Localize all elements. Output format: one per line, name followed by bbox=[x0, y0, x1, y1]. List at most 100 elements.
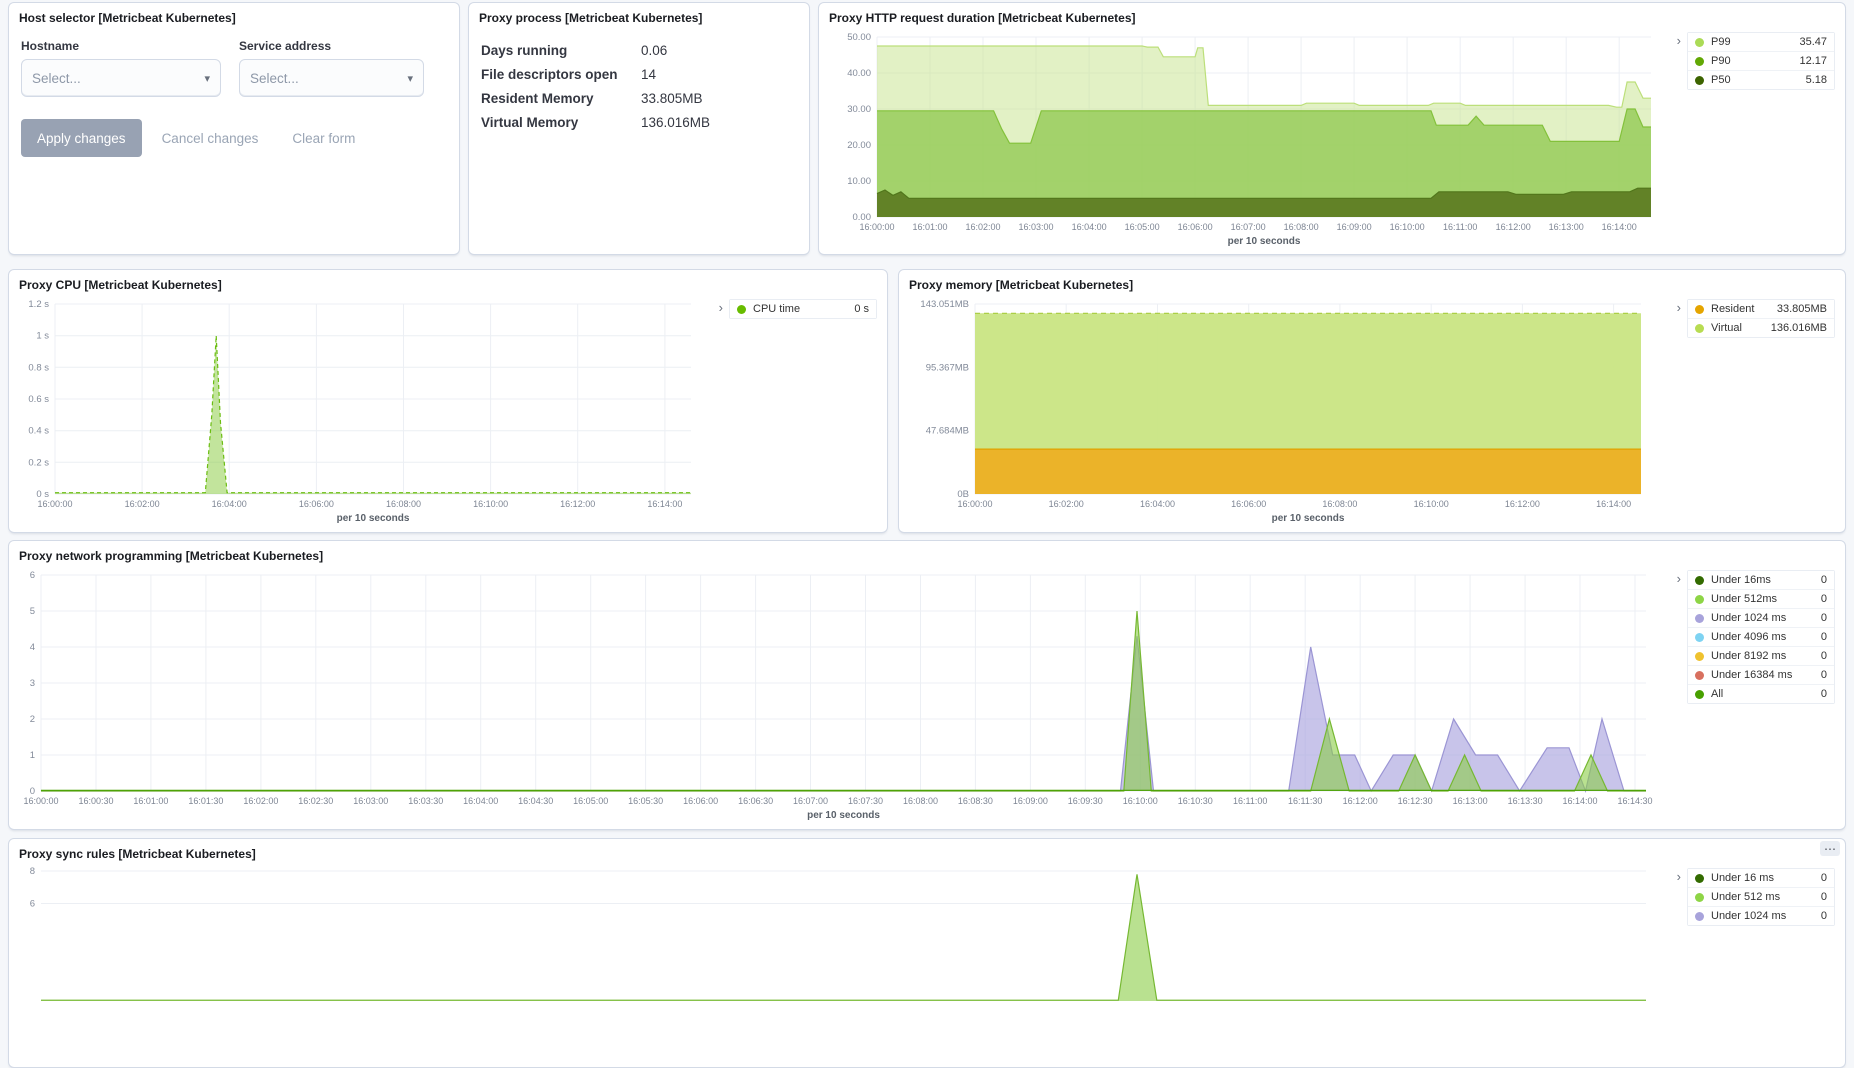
metric-label: File descriptors open bbox=[481, 67, 618, 82]
svg-text:3: 3 bbox=[30, 678, 35, 689]
hostname-select[interactable]: Select... ▾ bbox=[21, 59, 221, 97]
svg-text:16:06:00: 16:06:00 bbox=[299, 499, 334, 509]
chevron-down-icon: ▾ bbox=[204, 72, 210, 85]
legend-item[interactable]: Under 1024 ms 0 bbox=[1688, 906, 1834, 925]
svg-text:6: 6 bbox=[30, 570, 35, 581]
series-color-dot bbox=[1695, 670, 1704, 680]
legend-item[interactable]: Under 8192 ms 0 bbox=[1688, 646, 1834, 665]
chart-legend: Under 16ms 0 Under 512ms 0 Under 1024 ms 0 Und… bbox=[1687, 570, 1835, 704]
svg-text:16:06:00: 16:06:00 bbox=[683, 796, 718, 806]
legend-item[interactable]: Under 512 ms 0 bbox=[1688, 887, 1834, 906]
legend-item[interactable]: P50 5.18 bbox=[1688, 70, 1834, 89]
legend-toggle-icon[interactable]: › bbox=[1676, 571, 1681, 586]
svg-text:6: 6 bbox=[30, 899, 35, 910]
svg-text:16:01:00: 16:01:00 bbox=[133, 796, 168, 806]
legend-value: 0 bbox=[1820, 688, 1827, 700]
legend-item[interactable]: Under 512ms 0 bbox=[1688, 589, 1834, 608]
svg-text:16:06:00: 16:06:00 bbox=[1178, 222, 1213, 232]
svg-text:16:02:00: 16:02:00 bbox=[1049, 499, 1084, 509]
svg-text:16:05:30: 16:05:30 bbox=[628, 796, 663, 806]
svg-text:16:09:00: 16:09:00 bbox=[1013, 796, 1048, 806]
legend-item[interactable]: All 0 bbox=[1688, 684, 1834, 703]
svg-text:16:01:00: 16:01:00 bbox=[912, 222, 947, 232]
legend-value: 12.17 bbox=[1799, 55, 1827, 67]
svg-text:16:10:00: 16:10:00 bbox=[1414, 499, 1449, 509]
svg-text:16:07:30: 16:07:30 bbox=[848, 796, 883, 806]
legend-toggle-icon[interactable]: › bbox=[1676, 869, 1681, 884]
panel-proxy-cpu: Proxy CPU [Metricbeat Kubernetes] 0 s 0.2… bbox=[8, 269, 888, 533]
service-address-select[interactable]: Select... ▾ bbox=[239, 59, 424, 97]
panel-title: Proxy network programming [Metricbeat Ku… bbox=[19, 549, 324, 563]
legend-toggle-icon[interactable]: › bbox=[1676, 33, 1681, 48]
svg-text:16:05:00: 16:05:00 bbox=[1125, 222, 1160, 232]
legend-label: P99 bbox=[1711, 36, 1731, 48]
legend-item[interactable]: Under 16ms 0 bbox=[1688, 571, 1834, 589]
legend-item[interactable]: Resident 33.805MB bbox=[1688, 300, 1834, 318]
svg-text:16:08:30: 16:08:30 bbox=[958, 796, 993, 806]
legend-item[interactable]: CPU time 0 s bbox=[730, 300, 876, 318]
legend-item[interactable]: Under 4096 ms 0 bbox=[1688, 627, 1834, 646]
legend-value: 0 bbox=[1820, 669, 1827, 681]
legend-label: Under 16 ms bbox=[1711, 872, 1774, 884]
svg-text:16:02:00: 16:02:00 bbox=[965, 222, 1000, 232]
sync-rules-chart[interactable]: 86 bbox=[15, 865, 1660, 1025]
legend-label: Under 1024 ms bbox=[1711, 612, 1787, 624]
panel-proxy-sync-rules: ⋯ Proxy sync rules [Metricbeat Kubernete… bbox=[8, 838, 1846, 1068]
svg-text:16:10:00: 16:10:00 bbox=[1390, 222, 1425, 232]
svg-text:1: 1 bbox=[30, 750, 35, 761]
panel-options-button[interactable]: ⋯ bbox=[1820, 841, 1840, 856]
svg-text:16:03:00: 16:03:00 bbox=[353, 796, 388, 806]
legend-item[interactable]: Under 16384 ms 0 bbox=[1688, 665, 1834, 684]
series-color-dot bbox=[1695, 873, 1704, 883]
network-programming-chart[interactable]: 0 1 2 3 4 5 6 16:00:00 16:00:30 16:01:00 16:01:30 1… bbox=[15, 567, 1660, 825]
http-duration-chart[interactable]: 0.00 10.00 20.00 30.00 40.00 50.00 16:00:00 16:… bbox=[825, 29, 1665, 251]
metric-value: 14 bbox=[641, 67, 657, 82]
panel-proxy-http-duration: Proxy HTTP request duration [Metricbeat … bbox=[818, 2, 1846, 255]
svg-text:16:07:00: 16:07:00 bbox=[793, 796, 828, 806]
legend-toggle-icon[interactable]: › bbox=[1676, 300, 1681, 315]
legend-toggle-icon[interactable]: › bbox=[718, 300, 723, 315]
svg-text:16:05:00: 16:05:00 bbox=[573, 796, 608, 806]
svg-text:16:11:00: 16:11:00 bbox=[1233, 796, 1267, 806]
memory-chart[interactable]: 0B 47.684MB 95.367MB 143.051MB 16:00:00 16:02… bbox=[905, 296, 1655, 528]
svg-text:50.00: 50.00 bbox=[847, 32, 871, 43]
apply-changes-button[interactable]: Apply changes bbox=[21, 119, 142, 157]
svg-text:16:00:30: 16:00:30 bbox=[78, 796, 113, 806]
legend-item[interactable]: P90 12.17 bbox=[1688, 51, 1834, 70]
metric-value: 0.06 bbox=[641, 43, 668, 58]
series-color-dot bbox=[1695, 37, 1704, 47]
legend-label: P50 bbox=[1711, 74, 1731, 86]
series-color-dot bbox=[1695, 575, 1704, 585]
series-color-dot bbox=[1695, 594, 1704, 604]
svg-text:143.051MB: 143.051MB bbox=[920, 299, 969, 310]
legend-value: 0 bbox=[1820, 574, 1827, 586]
legend-value: 35.47 bbox=[1799, 36, 1827, 48]
svg-text:16:12:30: 16:12:30 bbox=[1398, 796, 1433, 806]
svg-text:16:03:00: 16:03:00 bbox=[1018, 222, 1053, 232]
panel-proxy-network-programming: Proxy network programming [Metricbeat Ku… bbox=[8, 540, 1846, 830]
svg-text:16:14:00: 16:14:00 bbox=[647, 499, 682, 509]
legend-value: 5.18 bbox=[1805, 74, 1827, 86]
svg-text:16:11:30: 16:11:30 bbox=[1288, 796, 1322, 806]
svg-text:0: 0 bbox=[30, 786, 35, 797]
svg-text:16:12:00: 16:12:00 bbox=[560, 499, 595, 509]
clear-form-button[interactable]: Clear form bbox=[278, 119, 369, 157]
svg-text:10.00: 10.00 bbox=[847, 176, 871, 187]
svg-text:20.00: 20.00 bbox=[847, 140, 871, 151]
legend-item[interactable]: Under 16 ms 0 bbox=[1688, 869, 1834, 887]
legend-item[interactable]: Virtual 136.016MB bbox=[1688, 318, 1834, 337]
series-color-dot bbox=[1695, 75, 1704, 85]
svg-text:16:13:00: 16:13:00 bbox=[1549, 222, 1584, 232]
svg-text:16:11:00: 16:11:00 bbox=[1443, 222, 1477, 232]
process-metrics: Days running 0.06 File descriptors open … bbox=[469, 27, 809, 146]
metric-value: 33.805MB bbox=[641, 91, 703, 106]
legend-value: 0 bbox=[1820, 593, 1827, 605]
svg-text:8: 8 bbox=[30, 866, 35, 877]
svg-text:per 10 seconds: per 10 seconds bbox=[337, 513, 410, 524]
cpu-chart[interactable]: 0 s 0.2 s 0.4 s 0.6 s 0.8 s 1 s 1.2 s 16:00:00 1… bbox=[15, 296, 705, 528]
legend-item[interactable]: Under 1024 ms 0 bbox=[1688, 608, 1834, 627]
svg-text:16:10:30: 16:10:30 bbox=[1178, 796, 1213, 806]
hostname-field: Hostname Select... ▾ bbox=[21, 39, 221, 97]
legend-item[interactable]: P99 35.47 bbox=[1688, 33, 1834, 51]
cancel-changes-button[interactable]: Cancel changes bbox=[148, 119, 273, 157]
